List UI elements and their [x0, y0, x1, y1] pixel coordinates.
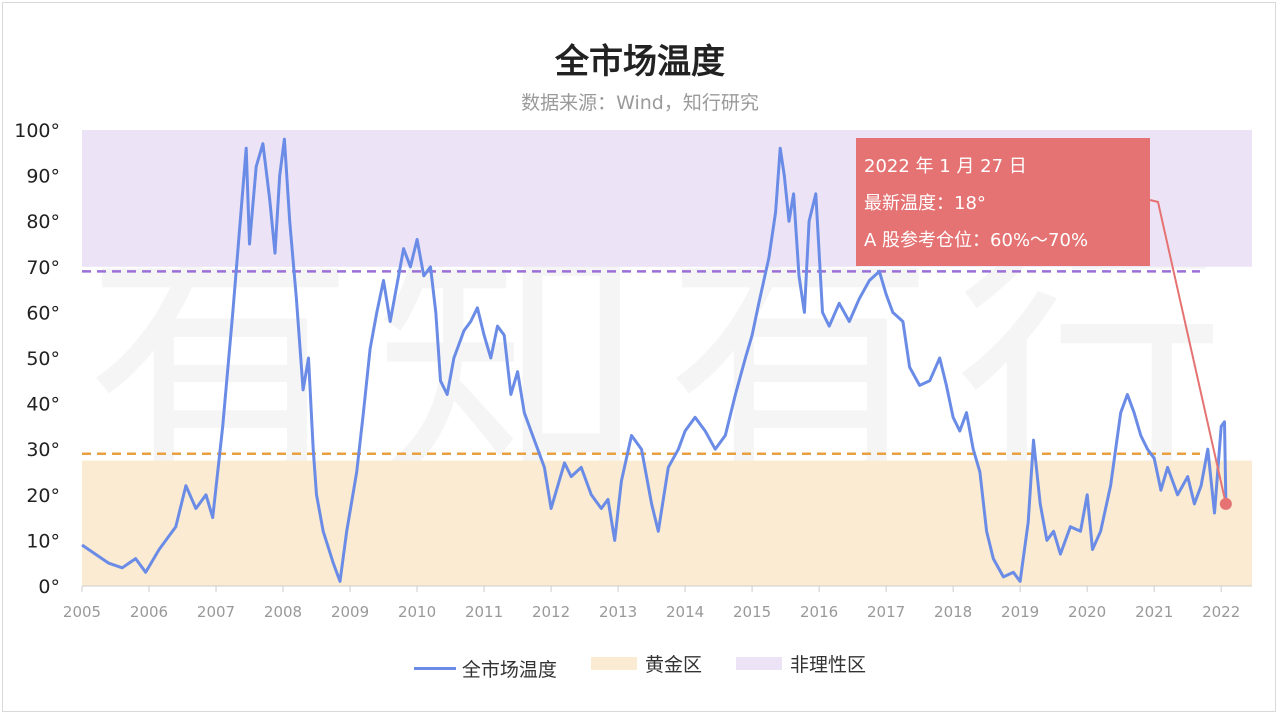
legend-label-golden-zone: 黄金区 — [644, 654, 702, 676]
x-tick-label: 2010 — [398, 603, 436, 621]
y-tick-label: 50° — [26, 348, 60, 370]
y-tick-label: 100° — [14, 120, 60, 142]
chart-title: 全市场温度 — [555, 42, 725, 82]
x-tick-label: 2006 — [130, 603, 168, 621]
x-tick-label: 2017 — [867, 603, 905, 621]
legend-swatch-irrational-zone — [736, 657, 783, 670]
y-tick-label: 70° — [26, 257, 60, 279]
legend-item-golden-zone[interactable]: 黄金区 — [590, 650, 702, 677]
y-tick-label: 40° — [26, 394, 60, 416]
tooltip-box: 2022 年 1 月 27 日 最新温度：18° A 股参考仓位：60%～70% — [856, 138, 1150, 266]
y-tick-label: 0° — [38, 576, 60, 598]
y-tick-label: 80° — [26, 211, 60, 233]
x-tick-label: 2007 — [197, 603, 235, 621]
x-tick-label: 2015 — [733, 603, 771, 621]
highlight-point — [1219, 497, 1232, 510]
x-tick-label: 2005 — [63, 603, 101, 621]
legend-item-irrational-zone[interactable]: 非理性区 — [736, 650, 866, 677]
y-tick-label: 60° — [26, 302, 60, 324]
tooltip-position: A 股参考仓位：60%～70% — [864, 230, 1089, 251]
legend-label-irrational-zone: 非理性区 — [790, 654, 867, 676]
series-line-temperature — [81, 137, 1228, 583]
y-tick-label: 30° — [26, 439, 60, 461]
y-tick-label: 10° — [26, 530, 60, 552]
x-tick-label: 2021 — [1135, 603, 1173, 621]
x-tick-label: 2013 — [599, 603, 637, 621]
x-tick-label: 2008 — [264, 603, 302, 621]
x-tick-label: 2014 — [666, 603, 704, 621]
x-tick-label: 2016 — [800, 603, 838, 621]
legend-label-temperature: 全市场温度 — [461, 659, 557, 681]
chart-subtitle: 数据来源：Wind，知行研究 — [521, 92, 759, 114]
x-tick-label: 2011 — [465, 603, 503, 621]
y-tick-label: 90° — [26, 166, 60, 188]
x-tick-label: 2022 — [1202, 603, 1240, 621]
x-tick-label: 2018 — [934, 603, 972, 621]
tooltip-temperature: 最新温度：18° — [864, 193, 986, 214]
tooltip-connector — [1149, 199, 1227, 505]
y-tick-label: 20° — [26, 485, 60, 507]
legend: 全市场温度 黄金区 非理性区 — [0, 650, 1280, 682]
x-tick-label: 2012 — [532, 603, 570, 621]
legend-swatch-temperature — [413, 667, 456, 670]
x-tick-label: 2020 — [1068, 603, 1106, 621]
x-tick-label: 2009 — [331, 603, 369, 621]
x-tick-label: 2019 — [1001, 603, 1039, 621]
legend-item-temperature[interactable]: 全市场温度 — [413, 655, 557, 682]
legend-swatch-golden-zone — [590, 657, 637, 670]
tooltip-date: 2022 年 1 月 27 日 — [864, 156, 1027, 177]
